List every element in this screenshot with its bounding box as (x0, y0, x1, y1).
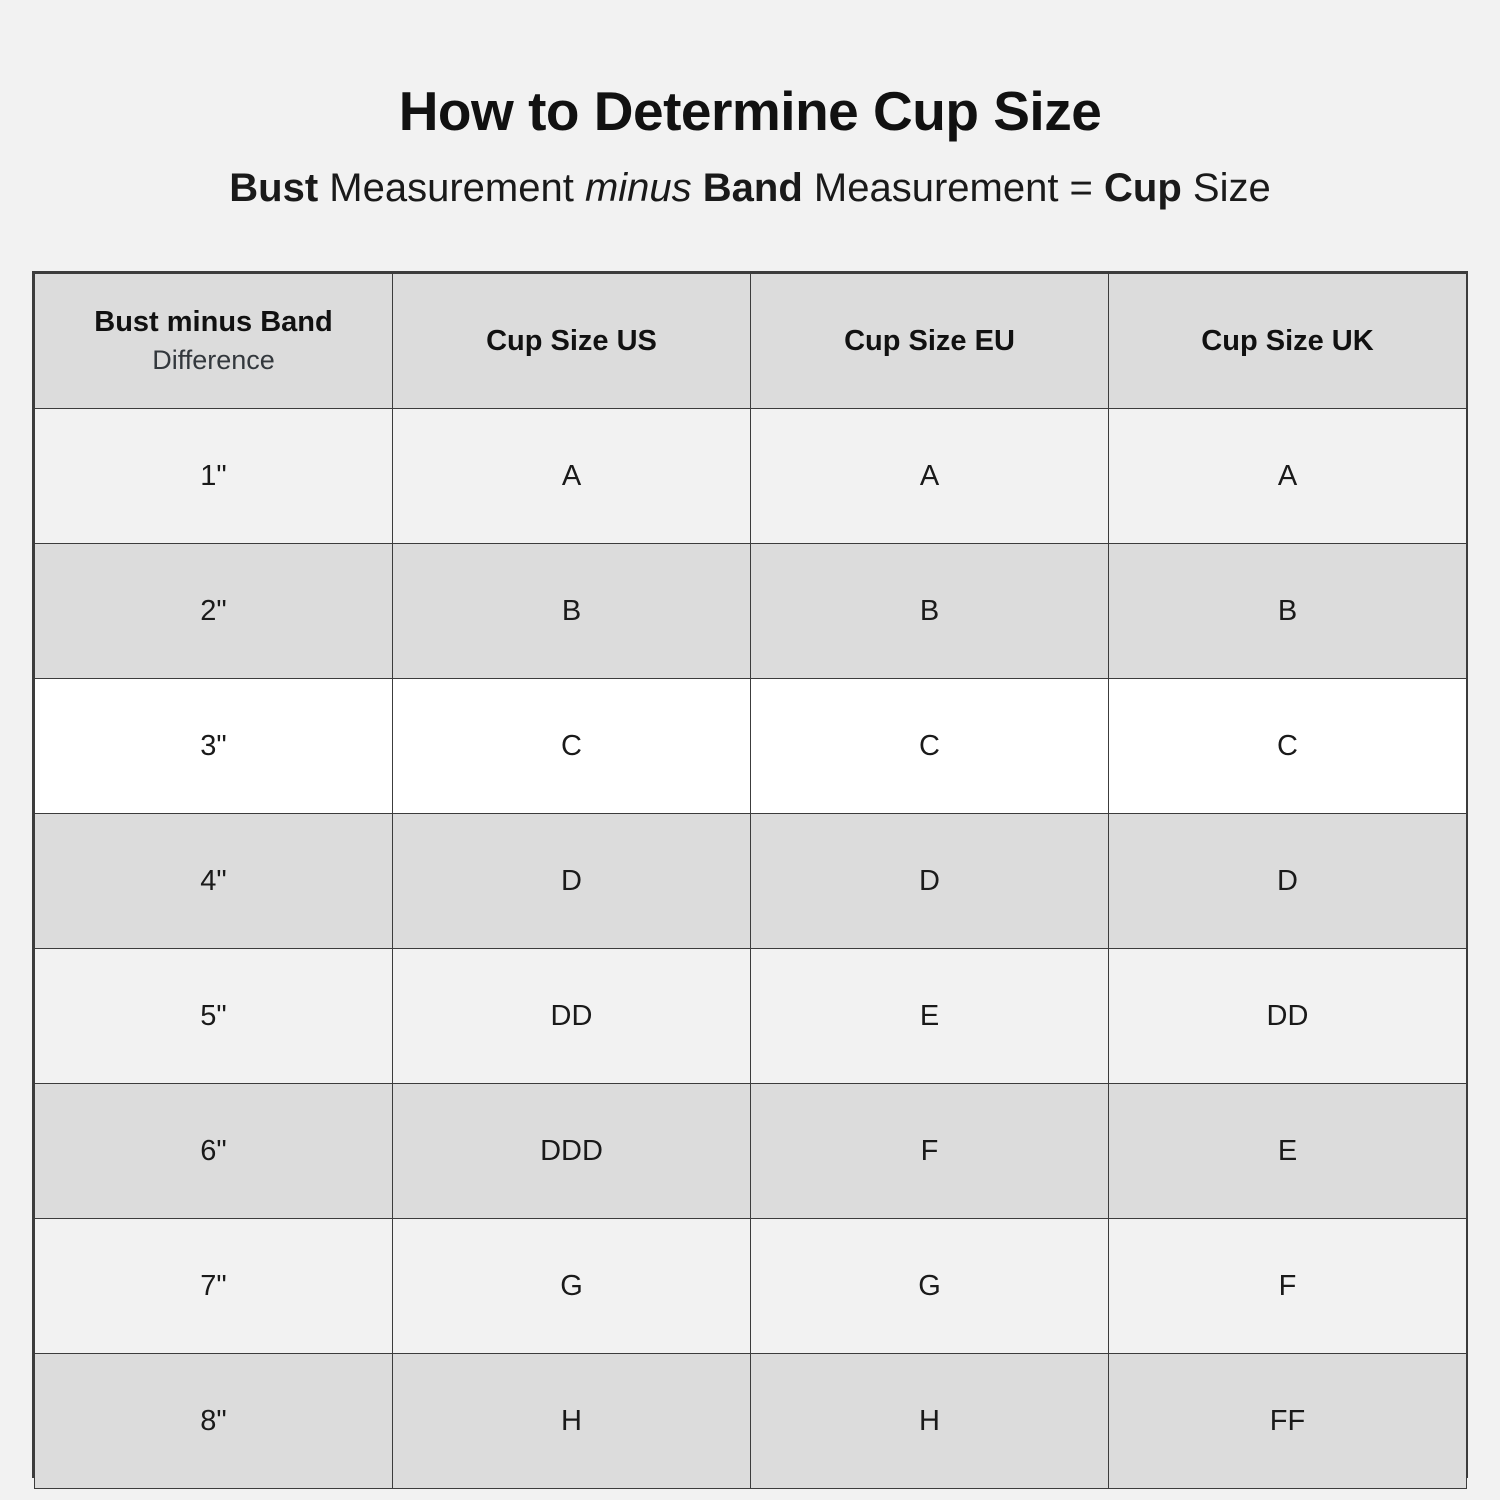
page-subtitle: Bust Measurement minus Band Measurement … (0, 166, 1500, 210)
cell-difference: 6" (34, 1083, 393, 1219)
table-row: 6" DDD F E (34, 1083, 1467, 1219)
cell-cup-size-uk: E (1108, 1083, 1467, 1219)
cell-difference: 1" (34, 408, 393, 544)
table-header: Bust minus Band Difference Cup Size US C… (34, 273, 1467, 409)
cell-cup-size-us: D (392, 813, 751, 949)
cell-cup-size-uk: FF (1108, 1353, 1467, 1489)
cell-cup-size-uk: C (1108, 678, 1467, 814)
cell-cup-size-eu: A (750, 408, 1109, 544)
cell-cup-size-us: B (392, 543, 751, 679)
cell-cup-size-us: DDD (392, 1083, 751, 1219)
page-title: How to Determine Cup Size (398, 79, 1102, 142)
cell-cup-size-us: G (392, 1218, 751, 1354)
table-row: 3" C C C (34, 678, 1467, 814)
table-row: 8" H H FF (34, 1353, 1467, 1489)
column-header-title: Bust minus Band (94, 306, 333, 339)
cell-cup-size-eu: H (750, 1353, 1109, 1489)
cell-cup-size-us: C (392, 678, 751, 814)
table-row: 1" A A A (34, 408, 1467, 544)
table-row: 7" G G F (34, 1218, 1467, 1354)
table-row: 5" DD E DD (34, 948, 1467, 1084)
cell-difference: 8" (34, 1353, 393, 1489)
cell-cup-size-uk: F (1108, 1218, 1467, 1354)
cell-cup-size-eu: D (750, 813, 1109, 949)
cell-cup-size-us: A (392, 408, 751, 544)
cell-cup-size-uk: D (1108, 813, 1467, 949)
subtitle-part-size: Size (1181, 166, 1271, 210)
cell-cup-size-eu: C (750, 678, 1109, 814)
cell-cup-size-eu: F (750, 1083, 1109, 1219)
column-header-title: Cup Size EU (844, 324, 1015, 357)
cell-cup-size-us: DD (392, 948, 751, 1084)
cell-difference: 2" (34, 543, 393, 679)
column-header-title: Cup Size US (486, 324, 657, 357)
cell-cup-size-uk: DD (1108, 948, 1467, 1084)
cell-cup-size-eu: G (750, 1218, 1109, 1354)
cell-cup-size-uk: B (1108, 543, 1467, 679)
column-header-bust-minus-band: Bust minus Band Difference (34, 273, 393, 409)
cell-difference: 3" (34, 678, 393, 814)
column-header-subtitle: Difference (152, 344, 275, 375)
cell-difference: 4" (34, 813, 393, 949)
column-header-cup-size-eu: Cup Size EU (750, 273, 1109, 409)
table-header-row: Bust minus Band Difference Cup Size US C… (34, 273, 1467, 409)
cell-cup-size-eu: E (750, 948, 1109, 1084)
cell-cup-size-uk: A (1108, 408, 1467, 544)
cup-size-table: Bust minus Band Difference Cup Size US C… (34, 273, 1467, 1489)
cell-cup-size-eu: B (750, 543, 1109, 679)
cell-difference: 7" (34, 1218, 393, 1354)
table-row: 2" B B B (34, 543, 1467, 679)
column-header-title: Cup Size UK (1201, 324, 1374, 357)
subtitle-part-bust: Bust (229, 166, 319, 210)
cell-cup-size-us: H (392, 1353, 751, 1489)
subtitle-part-measurement-1: Measurement (318, 166, 585, 210)
subtitle-part-measurement-2: Measurement = (802, 166, 1105, 210)
column-header-cup-size-us: Cup Size US (392, 273, 751, 409)
subtitle-part-band: Band (691, 166, 803, 210)
subtitle-part-minus: minus (584, 166, 692, 210)
cup-size-table-container: Bust minus Band Difference Cup Size US C… (32, 271, 1468, 1489)
table-row: 4" D D D (34, 813, 1467, 949)
column-header-cup-size-uk: Cup Size UK (1108, 273, 1467, 409)
subtitle-part-cup: Cup (1104, 166, 1182, 210)
cell-difference: 5" (34, 948, 393, 1084)
table-body: 1" A A A 2" B B B 3" C C C 4" D D D 5" DD E DD 6" DDD F E 7" G G F 8… (34, 408, 1467, 1489)
